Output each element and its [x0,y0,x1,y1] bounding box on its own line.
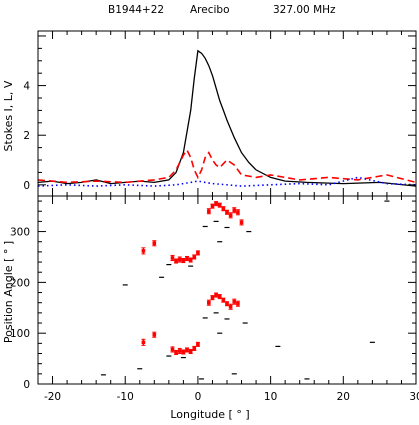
pa-point [225,301,229,306]
top-panel-axes: 0 2 4 [23,31,417,196]
x-tick-label: 30 [409,391,419,403]
pa-point [177,257,182,262]
header-pulsar: B1944+22 [108,4,164,16]
bottom-panel-data [100,200,390,380]
pa-point [221,298,226,302]
pa-point [141,340,146,345]
pa-point [170,347,175,352]
pa-point [225,210,229,215]
bottom-ylabel: Position Angle [ ° ] [2,241,15,343]
pa-point [181,258,186,263]
pa-point [236,301,240,306]
pa-point [141,249,146,253]
top-y-tick-label: 4 [23,81,30,93]
pa-point [188,258,193,262]
pa-point [207,209,211,214]
pa-point [232,208,237,213]
bottom-panel: -20-1001020300100200300 [10,195,419,403]
bottom-y-tick-label: 100 [10,328,30,340]
top-y-tick-label: 2 [23,130,30,142]
bottom-y-tick-label: 200 [10,277,30,289]
x-tick-label: 10 [264,391,277,403]
top-panel-frame [37,30,417,197]
pa-point [174,259,178,263]
pa-point [239,220,244,225]
pa-point [185,256,189,261]
top-y-tick-label: 0 [23,180,30,192]
top-panel: 0 2 4 [23,30,417,197]
pa-point [196,342,200,347]
pa-point [196,251,200,255]
pa-point [214,293,218,297]
pa-point [236,210,240,215]
pa-point [185,348,189,352]
bottom-panel-axes: -20-1001020300100200300 [10,196,419,403]
x-tick-label: 0 [195,391,202,403]
pa-point [228,213,233,218]
x-tick-label: -10 [117,391,134,403]
top-ylabel: Stokes I, L, V [2,80,15,151]
pa-point [192,255,197,259]
pa-point [217,294,222,299]
pa-point [210,295,215,300]
xlabel: Longitude [ ° ] [170,408,249,421]
pa-point [192,346,197,351]
pa-point [210,204,215,208]
series-line-I [37,49,417,187]
pa-point [174,350,178,355]
bottom-panel-frame [37,195,417,385]
pa-point [181,350,186,354]
pa-point [221,206,226,211]
pa-point [152,332,157,337]
pa-point [232,299,237,304]
bottom-y-tick-label: 0 [23,379,30,391]
series-line-V [37,176,417,187]
header-frequency: 327.00 MHz [273,4,336,16]
pa-point [170,256,175,260]
pa-point [214,201,218,206]
series-line-L [37,148,417,184]
top-panel-data [37,49,417,187]
pa-point [152,241,157,246]
pa-point [207,300,211,305]
x-tick-label: -20 [44,391,61,403]
header-telescope: Arecibo [190,4,230,16]
x-tick-label: 20 [337,391,350,403]
pa-point [228,304,233,309]
pa-point [217,203,222,207]
pa-point [188,349,193,354]
bottom-y-tick-label: 300 [10,227,30,239]
pa-point [177,349,182,353]
